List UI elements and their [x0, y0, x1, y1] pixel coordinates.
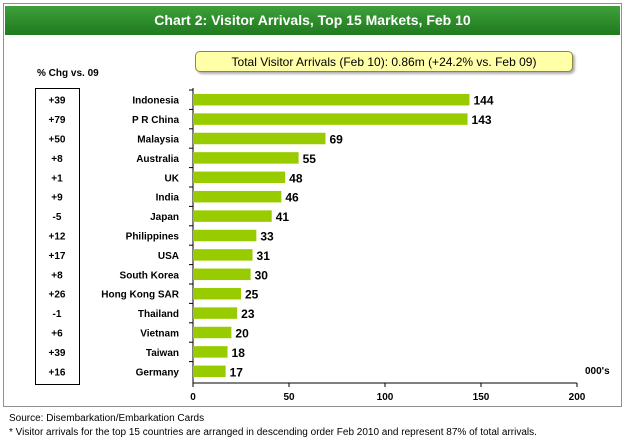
pct-change-box — [35, 88, 80, 385]
category-label: USA — [158, 251, 179, 262]
bar — [193, 287, 241, 300]
value-label: 20 — [235, 327, 249, 341]
category-label: Vietnam — [140, 329, 179, 340]
x-tick-label: 50 — [283, 392, 295, 403]
bar — [193, 171, 286, 184]
bar — [193, 326, 232, 339]
value-label: 31 — [257, 249, 271, 263]
category-label: Indonesia — [132, 96, 179, 107]
category-label: Thailand — [138, 309, 179, 320]
bar — [193, 190, 282, 203]
bar — [193, 210, 272, 222]
category-label: Philippines — [126, 232, 180, 243]
category-label: Taiwan — [146, 348, 179, 359]
source-note: Source: Disembarkation/Embarkation Cards — [9, 413, 205, 424]
pct-change-value: +39 — [49, 348, 66, 359]
pct-change-value: +6 — [51, 329, 63, 340]
value-label: 55 — [303, 152, 317, 166]
value-label: 48 — [289, 171, 303, 185]
value-label: 33 — [260, 230, 274, 244]
category-label: India — [156, 193, 180, 204]
footnote: * Visitor arrivals for the top 15 countr… — [9, 427, 537, 438]
x-tick-label: 100 — [377, 392, 394, 403]
pct-change-value: +17 — [49, 251, 66, 262]
pct-change-value: +8 — [51, 154, 63, 165]
value-label: 41 — [276, 210, 290, 224]
pct-change-value: +9 — [51, 193, 63, 204]
category-label: South Korea — [120, 270, 180, 281]
unit-label: 000's — [585, 366, 610, 377]
pct-change-value: +16 — [49, 367, 66, 378]
pct-change-value: +39 — [49, 96, 66, 107]
pct-change-value: -5 — [53, 212, 62, 223]
pct-change-value: +79 — [49, 115, 66, 126]
value-label: 69 — [329, 133, 343, 147]
bar — [193, 132, 326, 145]
total-arrivals-callout: Total Visitor Arrivals (Feb 10): 0.86m (… — [195, 51, 573, 72]
x-tick-label: 200 — [569, 392, 586, 403]
value-label: 25 — [245, 288, 259, 302]
bar — [193, 365, 226, 378]
value-label: 30 — [255, 268, 269, 282]
bar — [193, 152, 299, 164]
category-label: P R China — [132, 115, 179, 126]
pct-change-value: +50 — [49, 135, 66, 146]
value-label: 144 — [473, 94, 493, 108]
category-label: Australia — [136, 154, 179, 165]
pct-change-header: % Chg vs. 09 — [37, 68, 99, 79]
category-label: UK — [165, 173, 180, 184]
bar — [193, 93, 470, 106]
bar — [193, 307, 238, 319]
pct-change-value: -1 — [53, 309, 62, 320]
category-label: Hong Kong SAR — [101, 290, 180, 301]
category-label: Malaysia — [137, 135, 179, 146]
bar — [193, 113, 468, 125]
chart-title: Chart 2: Visitor Arrivals, Top 15 Market… — [5, 6, 620, 35]
category-label: Germany — [136, 367, 180, 378]
bar — [193, 346, 228, 358]
pct-change-value: +26 — [49, 290, 66, 301]
x-tick-label: 150 — [473, 392, 490, 403]
pct-change-value: +8 — [51, 270, 63, 281]
bar — [193, 249, 253, 261]
value-label: 23 — [241, 307, 255, 321]
value-label: 143 — [472, 113, 492, 127]
pct-change-value: +12 — [49, 232, 66, 243]
x-tick-label: 0 — [190, 392, 196, 403]
value-label: 18 — [232, 346, 246, 360]
category-label: Japan — [150, 212, 179, 223]
value-label: 17 — [230, 365, 244, 379]
bar — [193, 229, 257, 242]
value-label: 46 — [285, 191, 299, 205]
bar — [193, 268, 251, 281]
pct-change-value: +1 — [51, 173, 63, 184]
